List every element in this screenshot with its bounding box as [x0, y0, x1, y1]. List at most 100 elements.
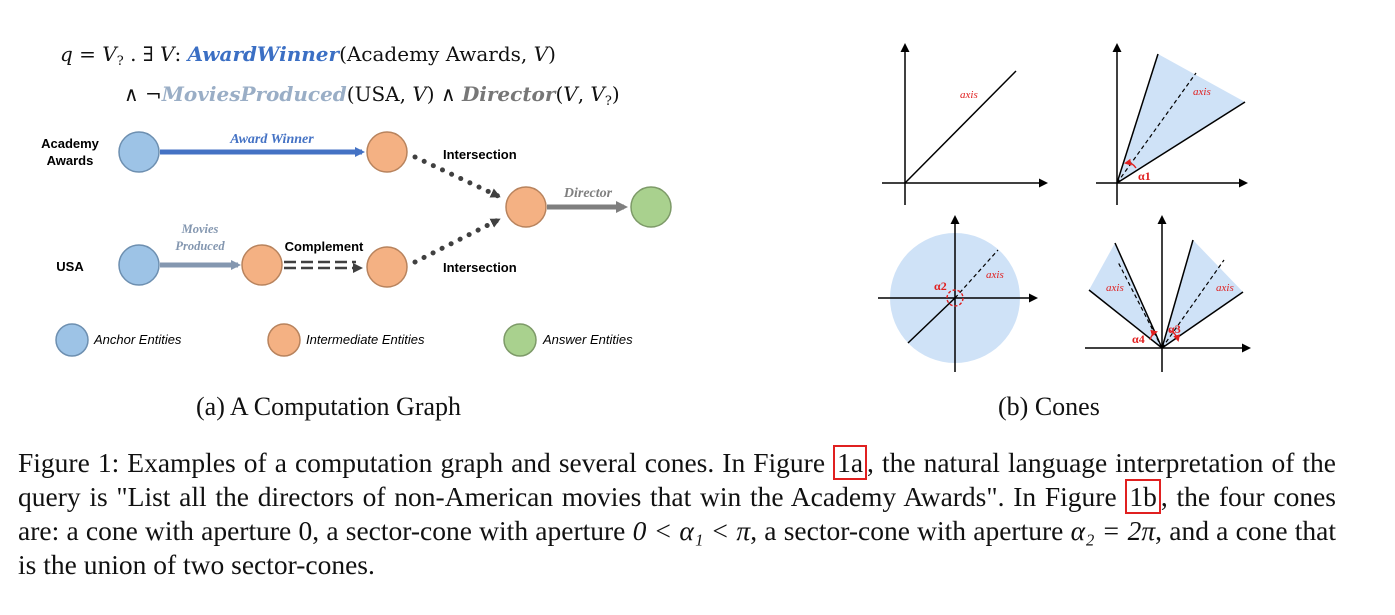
node-award-winner-intermediate [366, 131, 408, 173]
negation-symbol: ¬ [145, 82, 162, 106]
label-complement: Complement [285, 239, 364, 254]
label-award-winner: Award Winner [229, 132, 314, 147]
node-complement-intermediate [366, 246, 408, 288]
cone-panel-sector: axis α1 [1096, 43, 1248, 205]
caption-math: α₂ = 2π [1070, 515, 1156, 546]
legend-answer-label: Answer Entities [542, 332, 633, 347]
label-awards: Awards [47, 153, 94, 168]
cone-boundary-left [1116, 53, 1159, 184]
aperture-arc-left [1149, 329, 1158, 341]
query-var-q: q [60, 42, 73, 66]
caption-text: , and a cone that is the union of two se… [18, 515, 1336, 580]
figure-caption: Figure 1: Examples of a computation grap… [18, 445, 1337, 582]
figure-cones: axis axis α1 axis α2 [860, 0, 1260, 430]
cone-ray [904, 70, 1017, 184]
caption-text: , a sector-cone with aperture [750, 515, 1071, 546]
and-symbol: ∧ [440, 82, 456, 106]
aperture-arc-right [1168, 329, 1180, 342]
relation-director: Director [461, 82, 556, 106]
target-var-sub: ? [604, 94, 612, 109]
caption-math: 0 < α₁ < π [632, 515, 751, 546]
cones-svg: axis axis α1 axis α2 [878, 43, 1251, 372]
query-formula: q = V? . ∃ V: AwardWinner(Academy Awards… [60, 38, 620, 118]
edge-intersection-bottom [412, 217, 501, 265]
aperture-circle [946, 289, 964, 307]
right-boundary-1 [1161, 239, 1194, 349]
cone-axis-dashed [954, 249, 999, 299]
and-symbol: ∧ [124, 82, 139, 106]
axis-label-left: axis [1106, 282, 1124, 294]
legend-anchor-label: Anchor Entities [93, 332, 182, 347]
cone-panel-aperture-zero: axis [882, 43, 1048, 205]
aperture-arc [1124, 158, 1137, 169]
alpha-2-label: α2 [934, 279, 947, 293]
var-v: V [533, 42, 549, 66]
graph-svg: Academy Awards USA Award Winner Movies P… [41, 131, 672, 357]
var-v: V [412, 82, 427, 106]
var-v: V [160, 42, 175, 66]
caption-text: , the four cones are: a cone with apertu… [18, 481, 1337, 546]
director-args: ( [555, 82, 564, 106]
colon: : [174, 42, 182, 66]
cone-boundary [907, 297, 956, 344]
figure-computation-graph: q = V? . ∃ V: AwardWinner(Academy Awards… [0, 0, 760, 430]
close-paren: ) [426, 82, 435, 106]
edge-intersection-top [412, 154, 501, 199]
var-v: V [563, 82, 578, 106]
caption-text: Figure 1: Examples of a computation grap… [18, 447, 834, 478]
cone-boundary-right [1116, 101, 1246, 184]
cone-panel-union: axis axis α4 α3 [1085, 215, 1251, 372]
alpha-1-label: α1 [1138, 169, 1151, 183]
subcaption-b: (b) Cones [998, 392, 1100, 421]
label-usa: USA [56, 259, 84, 274]
label-produced: Produced [175, 239, 225, 253]
target-var: V [102, 42, 117, 66]
sector-fill-right [1162, 240, 1243, 348]
caption-math: 0 [298, 515, 313, 546]
legend-anchor-swatch [55, 323, 89, 357]
query-line-2: ∧ ¬MoviesProduced(USA, V) ∧ Director(V, … [60, 78, 620, 118]
axis-label: axis [986, 269, 1004, 281]
label-intersection-top: Intersection [443, 147, 517, 162]
sector-fill-left [1089, 243, 1162, 348]
close-paren: ) [611, 82, 620, 106]
legend-intermediate-label: Intermediate Entities [306, 332, 425, 347]
legend-intermediate-swatch [267, 323, 301, 357]
axis-label: axis [960, 89, 978, 101]
right-axis-dashed [1161, 259, 1225, 349]
close-paren: ) [548, 42, 556, 66]
alpha-4-label: α4 [1132, 332, 1145, 346]
relation-movies-produced: MoviesProduced [161, 82, 347, 106]
target-var-sub: ? [116, 54, 124, 69]
left-boundary-1 [1088, 289, 1163, 349]
label-intersection-bottom: Intersection [443, 260, 517, 275]
query-line-1: q = V? . ∃ V: AwardWinner(Academy Awards… [60, 38, 620, 78]
axis-label-right: axis [1216, 282, 1234, 294]
dot: . [130, 42, 137, 66]
node-intersection [505, 186, 547, 228]
node-answer [630, 186, 672, 228]
node-movies-intermediate [241, 244, 283, 286]
sector-fill [1117, 54, 1245, 183]
target-var: V [590, 82, 605, 106]
label-movies: Movies [181, 222, 219, 236]
label-director: Director [563, 186, 613, 201]
figure-ref-1b[interactable]: 1b [1125, 479, 1161, 514]
figure-ref-1a[interactable]: 1a [833, 445, 868, 480]
exists-symbol: ∃ [142, 42, 154, 66]
label-academy: Academy [41, 136, 100, 151]
movies-args: (USA, [346, 82, 406, 106]
node-academy-awards [118, 131, 160, 173]
cone-panel-full: axis α2 [878, 215, 1038, 372]
legend-answer-swatch [503, 323, 537, 357]
caption-text: , a sector-cone with aperture [312, 515, 633, 546]
caption-text: , the natural language interpretation of… [18, 447, 1336, 512]
node-usa [118, 244, 160, 286]
comma: , [577, 82, 585, 106]
alpha-3-label: α3 [1168, 322, 1181, 336]
relation-award-winner: AwardWinner [187, 42, 340, 66]
subcaption-a: (a) A Computation Graph [196, 392, 462, 421]
award-args: (Academy Awards, [339, 42, 528, 66]
equals-sign: = [79, 42, 96, 66]
axis-label: axis [1193, 86, 1211, 98]
